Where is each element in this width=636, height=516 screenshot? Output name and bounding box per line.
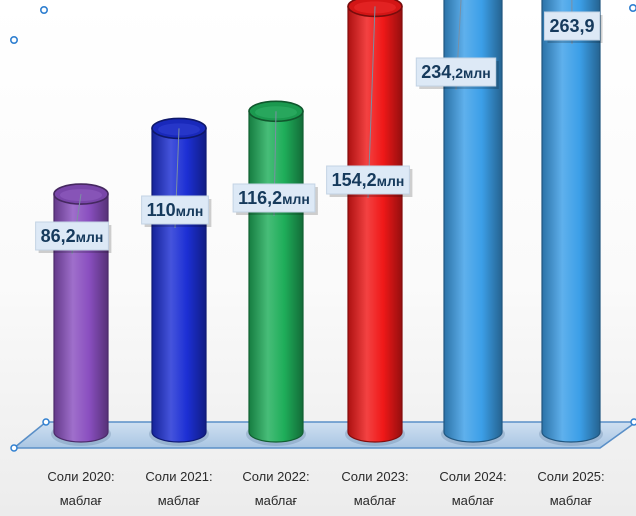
value-label-suffix: млн bbox=[377, 173, 405, 189]
leader-line bbox=[455, 0, 462, 91]
value-labels-group: 86,2млн110млн116,2млн154,2млн234,2млн263… bbox=[35, 0, 603, 255]
value-label-main: 110 bbox=[147, 200, 176, 220]
bar-2 bbox=[149, 117, 209, 446]
category-label-line1: Соли 2020: bbox=[47, 469, 114, 484]
bars-group bbox=[51, 0, 603, 446]
value-label: 110млн bbox=[141, 195, 212, 227]
decor-dot bbox=[629, 4, 636, 12]
value-label-text: 116,2млн bbox=[238, 188, 310, 208]
value-label-main: 154,2 bbox=[332, 170, 377, 190]
category-label-line1: Соли 2024: bbox=[439, 469, 506, 484]
floor-dot bbox=[10, 444, 18, 452]
decor-dot bbox=[39, 6, 48, 15]
value-label-suffix: млн bbox=[176, 203, 204, 219]
value-label-box bbox=[141, 195, 209, 225]
bar-body bbox=[443, 0, 503, 443]
decor-dot bbox=[10, 35, 19, 44]
value-label-text: 86,2млн bbox=[41, 226, 104, 246]
value-label-box bbox=[35, 221, 109, 251]
category-label-line2: маблағ bbox=[452, 493, 495, 508]
category-label-line2: маблағ bbox=[158, 493, 201, 508]
bar-body bbox=[248, 110, 304, 443]
value-label: 234,2млн bbox=[415, 57, 499, 89]
bar-body bbox=[541, 0, 601, 443]
category-label-line1: Соли 2022: bbox=[242, 469, 309, 484]
value-label: 154,2млн bbox=[326, 165, 413, 197]
bar-body bbox=[151, 127, 207, 443]
category-label-line1: Соли 2023: bbox=[341, 469, 408, 484]
value-label: 116,2млн bbox=[232, 183, 318, 215]
value-label-suffix: млн bbox=[282, 191, 310, 207]
decorative-dots bbox=[10, 4, 636, 44]
category-label-line2: маблағ bbox=[550, 493, 593, 508]
bar-3 bbox=[246, 100, 306, 446]
value-label: 263,9 bbox=[543, 11, 603, 43]
bar-5 bbox=[441, 0, 505, 446]
value-label-suffix: ,2млн bbox=[451, 65, 490, 81]
value-label-suffix: млн bbox=[76, 229, 104, 245]
value-label-text: 234,2млн bbox=[421, 62, 490, 82]
category-label-line2: маблағ bbox=[354, 493, 397, 508]
floor-dot bbox=[42, 418, 50, 426]
value-label-text: 263,9 bbox=[549, 16, 594, 36]
value-label-box bbox=[326, 165, 410, 195]
value-label-main: 86,2 bbox=[41, 226, 76, 246]
value-label-main: 116,2 bbox=[238, 188, 282, 208]
bar-4 bbox=[345, 0, 405, 446]
value-label-main: 263,9 bbox=[549, 16, 594, 36]
bar-body bbox=[53, 193, 109, 443]
value-label-box bbox=[543, 11, 601, 41]
floor-dot bbox=[630, 418, 636, 426]
category-label-line2: маблағ bbox=[255, 493, 298, 508]
value-label-main: 234 bbox=[421, 62, 451, 82]
category-label-line2: маблағ bbox=[60, 493, 103, 508]
value-label-box bbox=[415, 57, 497, 87]
value-label-box bbox=[232, 183, 316, 213]
value-label-text: 154,2млн bbox=[332, 170, 405, 190]
category-label-line1: Соли 2021: bbox=[145, 469, 212, 484]
value-label: 86,2млн bbox=[35, 221, 112, 253]
bar-6 bbox=[539, 0, 603, 446]
value-label-text: 110млн bbox=[147, 200, 204, 220]
category-label-line1: Соли 2025: bbox=[537, 469, 604, 484]
category-labels-group: Соли 2020: маблағ Соли 2021: маблағ Соли 202… bbox=[47, 469, 604, 508]
bar-body bbox=[347, 5, 403, 443]
